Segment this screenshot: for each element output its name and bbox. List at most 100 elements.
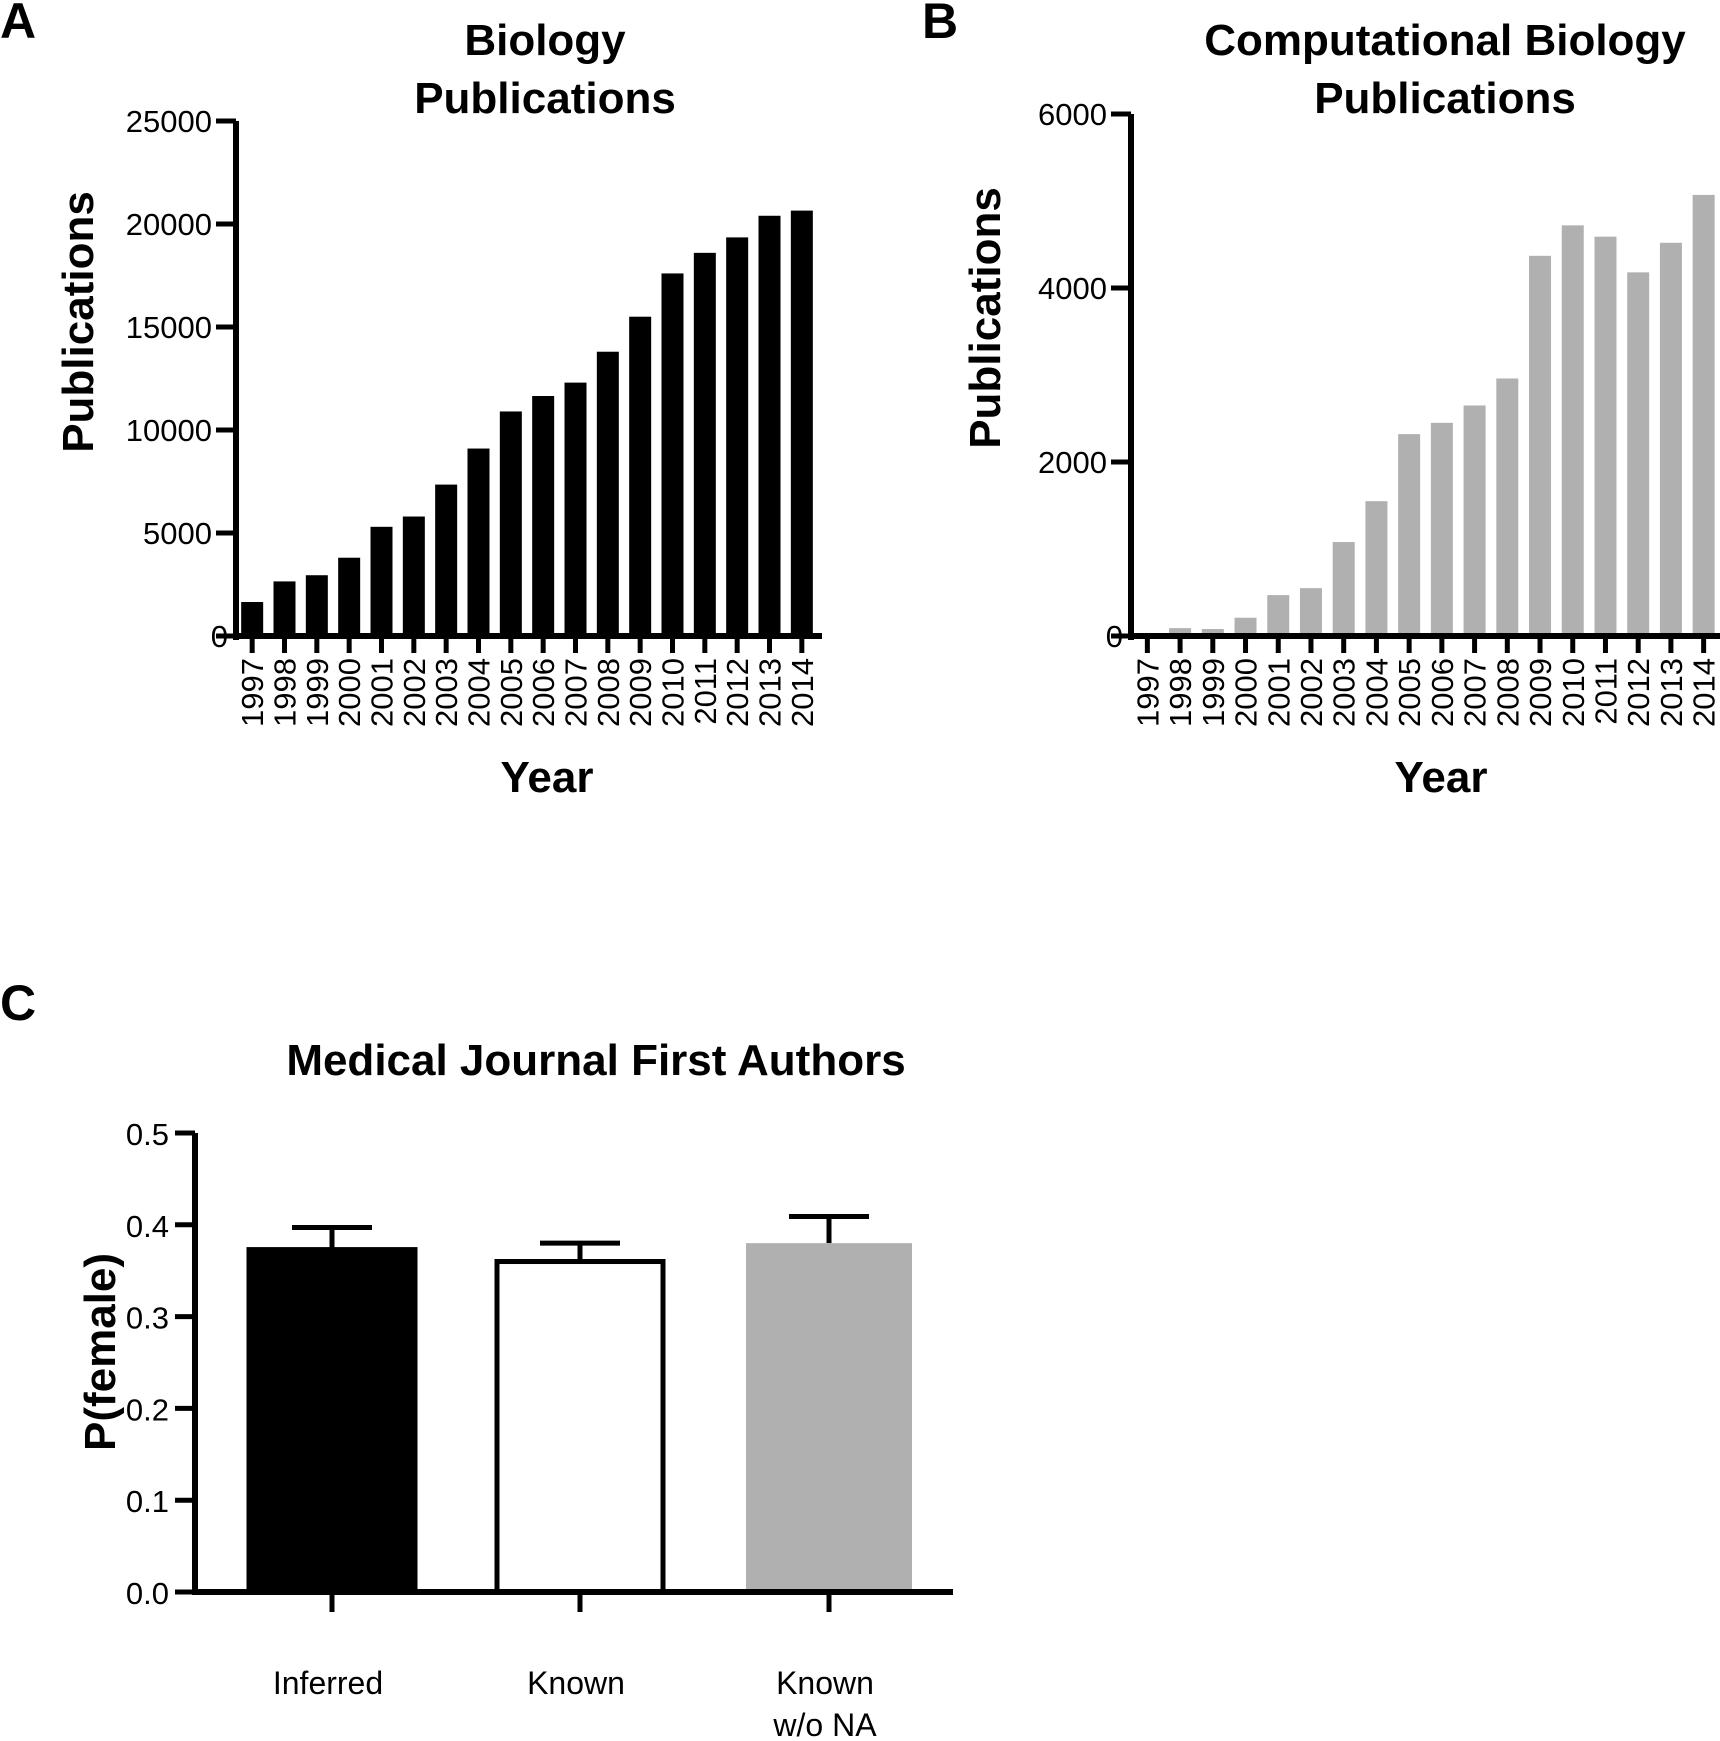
chart-a-x-tick-label-1997: 1997 (235, 658, 270, 727)
chart-a-axes: 0500010000150002000025000199719981999200… (126, 104, 822, 727)
chart-a-x-tick-label-2013: 2013 (753, 658, 788, 727)
chart-b-x-tick-label-2014: 2014 (1687, 658, 1720, 727)
chart-b-y-tick-label-4000: 4000 (1038, 271, 1107, 306)
chart-b-x-tick-label-2009: 2009 (1523, 658, 1558, 727)
panel-letter-b: B (922, 0, 958, 49)
chart-b-x-tick-label-2004: 2004 (1359, 658, 1394, 727)
chart-b-x-tick-label-2010: 2010 (1556, 658, 1591, 727)
chart-c: Medical Journal First Authors P(female) … (76, 1036, 953, 1741)
chart-a-bar-2005 (499, 411, 522, 636)
chart-c-bar-2 (746, 1243, 912, 1592)
chart-c-y-axis-label: P(female) (76, 1253, 125, 1451)
chart-a-bar-1998 (273, 581, 296, 636)
chart-b-axes: 0200040006000199719981999200020012002200… (1038, 97, 1720, 727)
chart-b-bar-2004 (1365, 501, 1388, 636)
chart-b-title-line-1: Computational Biology (1204, 16, 1686, 65)
chart-c-y-tick-label-0.3: 0.3 (126, 1301, 169, 1336)
chart-c-y-tick-label-0.4: 0.4 (126, 1209, 169, 1244)
chart-c-bar-1 (494, 1259, 666, 1595)
chart-a-x-axis-label: Year (501, 753, 594, 802)
chart-a-y-tick-label-5000: 5000 (143, 516, 212, 551)
chart-b-x-tick-label-2008: 2008 (1490, 658, 1525, 727)
chart-a-bar-1997 (241, 602, 264, 636)
chart-c-y-tick-label-0.1: 0.1 (126, 1484, 169, 1519)
chart-a-y-tick-label-25000: 25000 (126, 104, 212, 139)
chart-b-y-tick-label-6000: 6000 (1038, 97, 1107, 132)
chart-b-bar-2011 (1594, 236, 1617, 637)
chart-a-x-tick-label-2004: 2004 (462, 658, 497, 727)
chart-b-bar-2012 (1627, 272, 1650, 636)
chart-b-x-tick-label-1998: 1998 (1163, 658, 1198, 727)
chart-c-y-tick-label-0.2: 0.2 (126, 1392, 169, 1427)
chart-c-y-tick-label-0.5: 0.5 (126, 1117, 169, 1152)
chart-b-bar-1998 (1169, 628, 1192, 636)
chart-a-x-tick-label-2010: 2010 (656, 658, 691, 727)
chart-a-title-line-1: Biology (464, 16, 626, 65)
chart-a-x-tick-label-2011: 2011 (688, 658, 723, 725)
chart-b-bar-2005 (1398, 434, 1421, 636)
chart-b-bar-2002 (1299, 588, 1322, 636)
chart-a-bar-2009 (629, 316, 652, 636)
chart-a-x-tick-label-2009: 2009 (623, 658, 658, 727)
chart-b-y-axis-label: Publications (961, 187, 1010, 449)
chart-b-bar-2013 (1659, 242, 1682, 636)
chart-b-x-tick-label-2001: 2001 (1261, 658, 1296, 727)
chart-a-x-tick-label-2008: 2008 (591, 658, 626, 727)
chart-a-y-tick-label-0: 0 (211, 619, 228, 654)
chart-c-bar-0 (246, 1247, 418, 1595)
chart-b-bar-2006 (1430, 422, 1453, 636)
chart-b-bar-2009 (1529, 255, 1552, 636)
chart-a-y-tick-label-10000: 10000 (126, 413, 212, 448)
chart-a-bar-2010 (661, 273, 684, 636)
chart-b-x-tick-label-2000: 2000 (1229, 658, 1264, 727)
chart-a-bar-2004 (467, 448, 490, 636)
chart-a-bar-1999 (305, 575, 328, 636)
chart-a-bar-2006 (532, 396, 555, 636)
chart-a-x-tick-label-2006: 2006 (526, 658, 561, 727)
chart-b: Computational Biology Publications Publi… (961, 16, 1720, 802)
panel-letter-a: A (0, 0, 36, 49)
chart-a-bar-2008 (596, 351, 619, 636)
chart-b-bar-2008 (1496, 378, 1519, 636)
chart-a-bar-2011 (693, 252, 716, 636)
chart-b-x-tick-label-1999: 1999 (1196, 658, 1231, 727)
chart-a-x-tick-label-2012: 2012 (720, 658, 755, 727)
chart-b-bar-2010 (1561, 225, 1584, 637)
chart-b-bar-2014 (1692, 194, 1715, 636)
chart-a-x-tick-label-2003: 2003 (429, 658, 464, 727)
chart-b-y-tick-label-2000: 2000 (1038, 445, 1107, 480)
chart-c-x-tick-label-0-0: Inferred (273, 1665, 383, 1701)
chart-a-bar-2002 (402, 516, 425, 636)
chart-b-x-tick-label-1997: 1997 (1130, 658, 1165, 727)
chart-b-x-axis-label: Year (1395, 753, 1488, 802)
chart-b-bar-2007 (1463, 405, 1486, 636)
chart-c-axes: 0.0 0.1 0.2 0.3 0.4 0.5 Inferred Known Known w/o … (126, 1117, 953, 1741)
chart-a-bar-2000 (338, 557, 361, 636)
chart-b-bar-2001 (1267, 595, 1290, 636)
chart-b-x-tick-label-2006: 2006 (1425, 658, 1460, 727)
chart-a-x-tick-label-2014: 2014 (785, 658, 820, 727)
chart-b-y-tick-label-0: 0 (1106, 619, 1123, 654)
chart-a-bar-2001 (370, 526, 393, 636)
chart-a-bar-2014 (790, 210, 813, 637)
chart-a: Biology Publications Publications Year 0… (54, 16, 822, 802)
chart-b-bars (1136, 194, 1715, 637)
chart-a-bar-2007 (564, 382, 587, 636)
chart-a-title-line-2: Publications (414, 74, 676, 123)
chart-b-x-tick-label-2012: 2012 (1621, 658, 1656, 727)
chart-a-x-tick-label-1998: 1998 (268, 658, 303, 727)
chart-a-bars (241, 210, 813, 637)
chart-c-x-tick-label-2-0: Known (776, 1665, 874, 1701)
chart-b-x-tick-label-2007: 2007 (1458, 658, 1493, 727)
chart-b-x-tick-label-2013: 2013 (1654, 658, 1689, 727)
chart-a-bar-2003 (435, 484, 458, 636)
chart-b-bar-2003 (1332, 542, 1355, 636)
chart-b-x-tick-label-2005: 2005 (1392, 658, 1427, 727)
chart-b-x-tick-label-2002: 2002 (1294, 658, 1329, 727)
chart-a-x-tick-label-2002: 2002 (397, 658, 432, 727)
chart-a-y-tick-label-20000: 20000 (126, 207, 212, 242)
chart-b-bar-1999 (1201, 629, 1224, 636)
chart-b-x-tick-label-2011: 2011 (1588, 658, 1623, 725)
chart-a-bar-2013 (758, 215, 781, 636)
